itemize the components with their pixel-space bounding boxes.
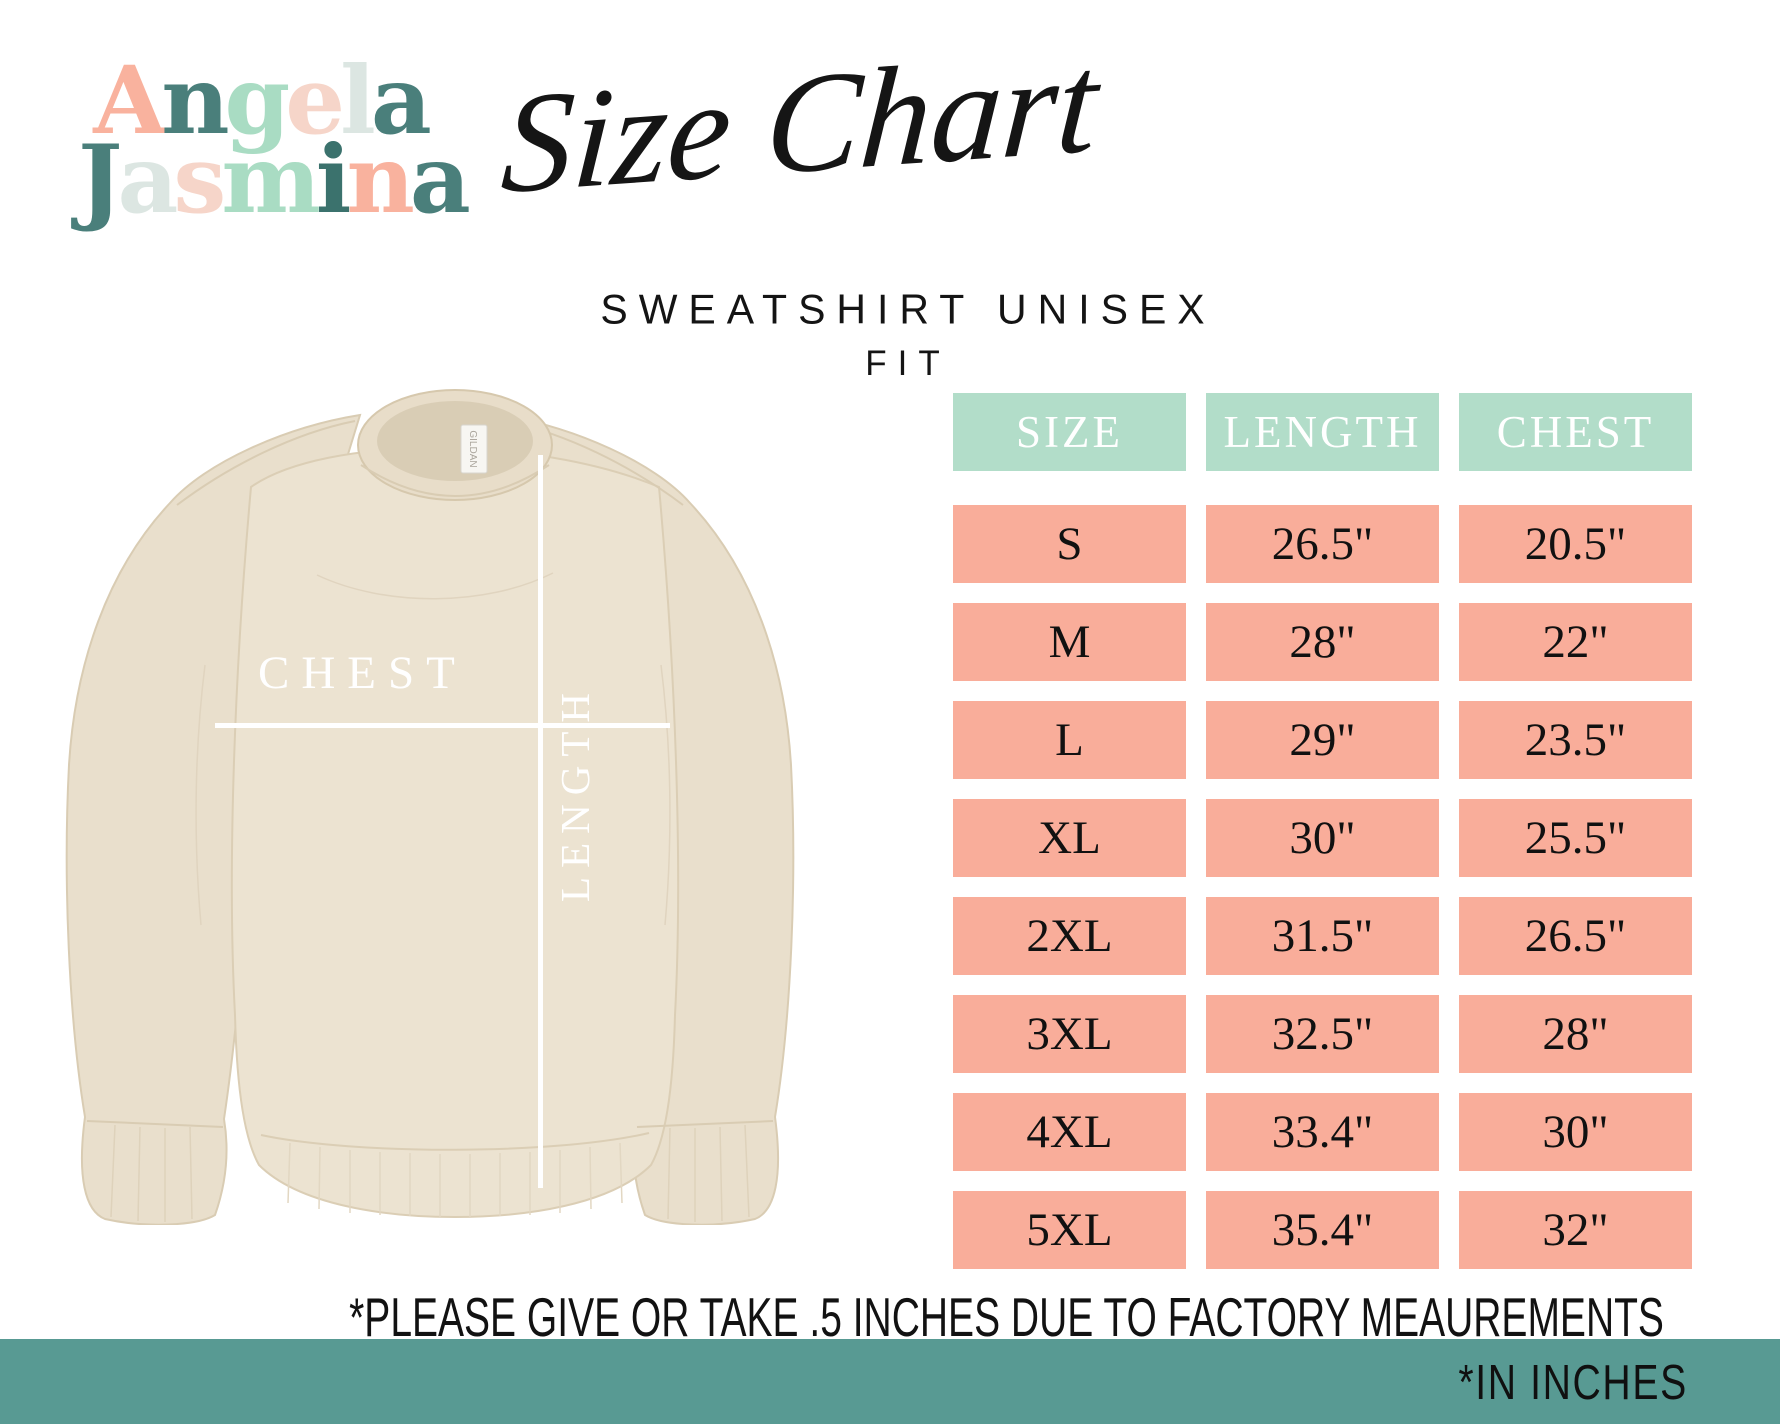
chest-measure-line [215, 723, 670, 728]
collar-tag-text: GILDAN [467, 430, 478, 467]
left-shoulder-seam [176, 420, 356, 506]
disclaimer-note: *PLEASE GIVE OR TAKE .5 INCHES DUE TO FA… [349, 1287, 1664, 1349]
subtitle-fit: FIT [865, 344, 951, 383]
logo-letter: n [346, 124, 415, 235]
logo-letter: a [409, 124, 471, 235]
cell-size-4xl: 4XL [953, 1093, 1186, 1171]
cell-size-xl: XL [953, 799, 1186, 877]
cell-length-xl: 30" [1206, 799, 1439, 877]
logo-letter: l [340, 46, 376, 156]
fabric-wrinkles [195, 572, 671, 926]
units-note: *IN INCHES [1458, 1356, 1688, 1410]
footer-bar: *IN INCHES [0, 1339, 1780, 1424]
cuff-rib-lines [110, 1124, 750, 1222]
cell-length-5xl: 35.4" [1206, 1191, 1439, 1269]
logo-letter: A [93, 46, 166, 156]
cell-length-m: 28" [1206, 603, 1439, 681]
cell-size-s: S [953, 505, 1186, 583]
logo-letter: n [161, 46, 229, 156]
column-header-chest: CHEST [1459, 393, 1692, 471]
cell-length-3xl: 32.5" [1206, 995, 1439, 1073]
logo-letter: i [315, 124, 352, 235]
neck-seam [360, 464, 550, 497]
hem-rib-lines [287, 1142, 623, 1217]
size-table-header-row: SIZE LENGTH CHEST [953, 393, 1698, 471]
collar-tag [460, 424, 488, 474]
cell-length-2xl: 31.5" [1206, 897, 1439, 975]
page-title: Size Chart [497, 22, 1103, 224]
cell-size-m: M [953, 603, 1186, 681]
cell-chest-l: 23.5" [1459, 701, 1692, 779]
cell-chest-4xl: 30" [1459, 1093, 1692, 1171]
cell-length-4xl: 33.4" [1206, 1093, 1439, 1171]
sweatshirt-image: GILDAN [65, 389, 795, 1225]
cell-length-s: 26.5" [1206, 505, 1439, 583]
cell-size-l: L [953, 701, 1186, 779]
column-header-size: SIZE [953, 393, 1186, 471]
size-table: SIZE LENGTH CHEST S 26.5" 20.5" M 28" 22" L 29" 23… [953, 393, 1698, 1269]
length-measure-line [538, 455, 543, 1188]
logo-letter: e [285, 46, 345, 156]
cell-chest-5xl: 32" [1459, 1191, 1692, 1269]
logo-letter: g [224, 46, 291, 156]
cell-chest-s: 20.5" [1459, 505, 1692, 583]
size-table-body: S 26.5" 20.5" M 28" 22" L 29" 23.5" XL 30" 25.5" 2XL… [953, 505, 1698, 1269]
logo-line-1: Angela [78, 54, 442, 148]
logo-letter: s [173, 124, 226, 235]
chest-label: CHEST [258, 647, 467, 699]
hem-seam [260, 1132, 650, 1151]
length-label: LENGTH [548, 684, 602, 902]
right-cuff-seam [636, 1120, 774, 1128]
cell-size-2xl: 2XL [953, 897, 1186, 975]
cell-size-5xl: 5XL [953, 1191, 1186, 1269]
column-header-length: LENGTH [1206, 393, 1439, 471]
sweatshirt-body [230, 447, 680, 1219]
logo-letter: a [370, 46, 432, 156]
logo-letter: J [78, 124, 123, 235]
cell-chest-xl: 25.5" [1459, 799, 1692, 877]
logo-line-2: Jasmina [78, 133, 471, 227]
length-label-text: LENGTH [552, 684, 598, 902]
cell-size-3xl: 3XL [953, 995, 1186, 1073]
subtitle-sweatshirt-unisex: SWEATSHIRT UNISEX [600, 285, 1216, 333]
cell-chest-2xl: 26.5" [1459, 897, 1692, 975]
logo-letter: m [221, 124, 320, 235]
logo-letter: a [117, 124, 178, 235]
collar-inner [377, 401, 533, 481]
cell-chest-m: 22" [1459, 603, 1692, 681]
cell-length-l: 29" [1206, 701, 1439, 779]
cell-chest-3xl: 28" [1459, 995, 1692, 1073]
brand-logo: Angela Jasmina [78, 54, 471, 227]
left-cuff-seam [86, 1120, 224, 1128]
